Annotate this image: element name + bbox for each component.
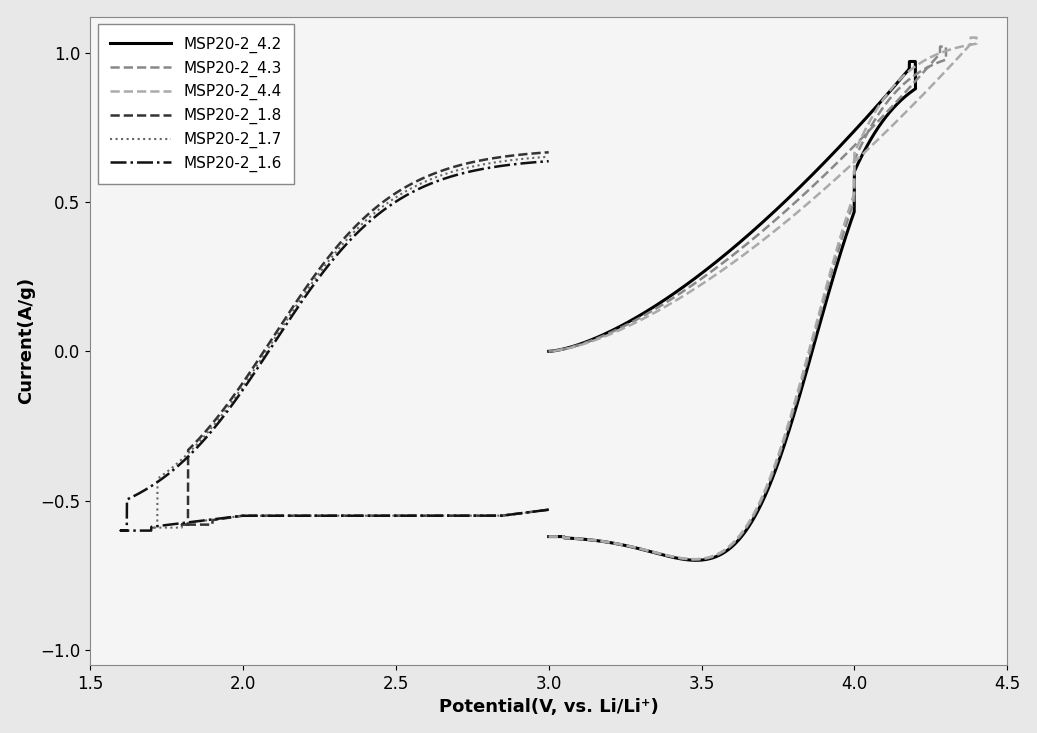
X-axis label: Potential(V, vs. Li/Li⁺): Potential(V, vs. Li/Li⁺) (439, 699, 658, 716)
Y-axis label: Current(A/g): Current(A/g) (17, 277, 34, 405)
Legend: MSP20-2_4.2, MSP20-2_4.3, MSP20-2_4.4, MSP20-2_1.8, MSP20-2_1.7, MSP20-2_1.6: MSP20-2_4.2, MSP20-2_4.3, MSP20-2_4.4, M… (97, 24, 293, 184)
